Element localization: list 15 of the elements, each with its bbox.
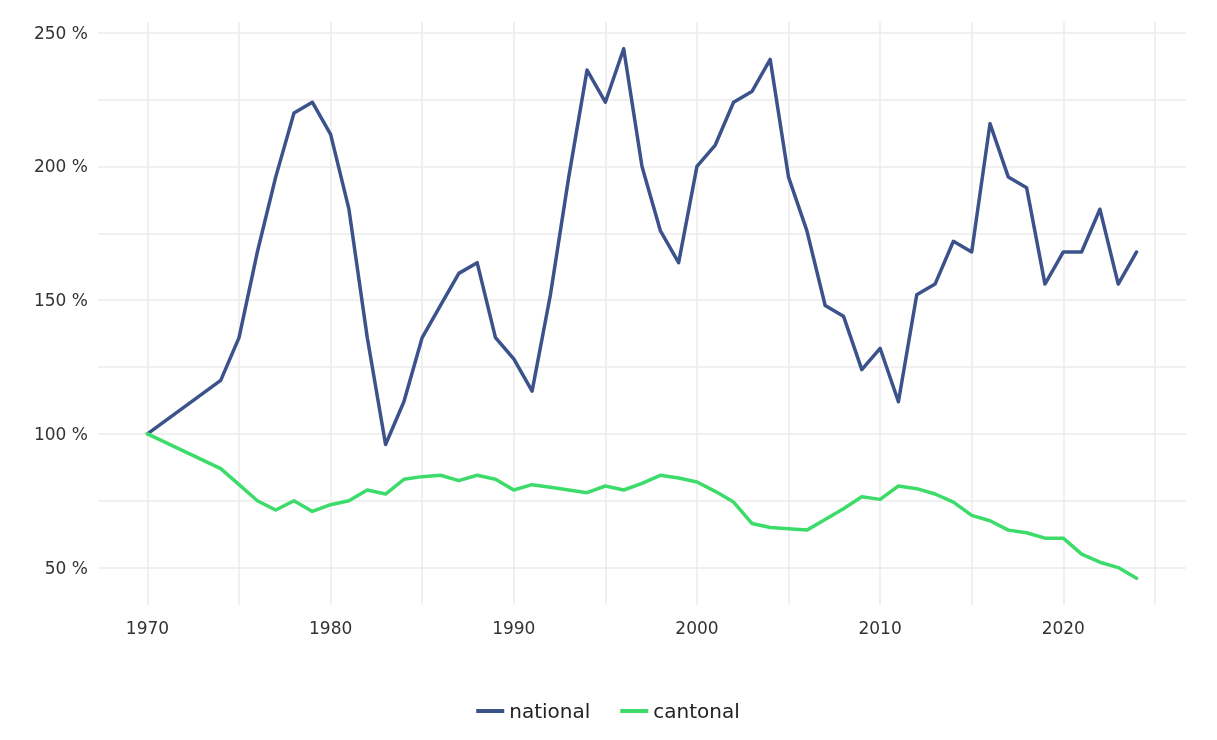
x-tick-label: 2000 (675, 617, 719, 638)
y-tick-label: 200 % (33, 156, 88, 177)
y-tick-label: 100 % (33, 423, 88, 444)
x-tick-label: 1970 (125, 617, 170, 638)
line-series (145, 432, 1139, 581)
legend-label: national (509, 699, 591, 723)
y-tick-label: 250 % (33, 22, 88, 43)
x-tick-label: 1990 (492, 617, 536, 638)
x-tick-label: 1980 (308, 617, 353, 638)
line-series (145, 46, 1139, 447)
x-tick-label: 2020 (1041, 617, 1085, 638)
x-tick-label: 2010 (858, 617, 902, 638)
legend-label: cantonal (653, 699, 740, 723)
y-tick-label: 50 % (44, 557, 88, 578)
y-tick-label: 150 % (33, 290, 88, 311)
